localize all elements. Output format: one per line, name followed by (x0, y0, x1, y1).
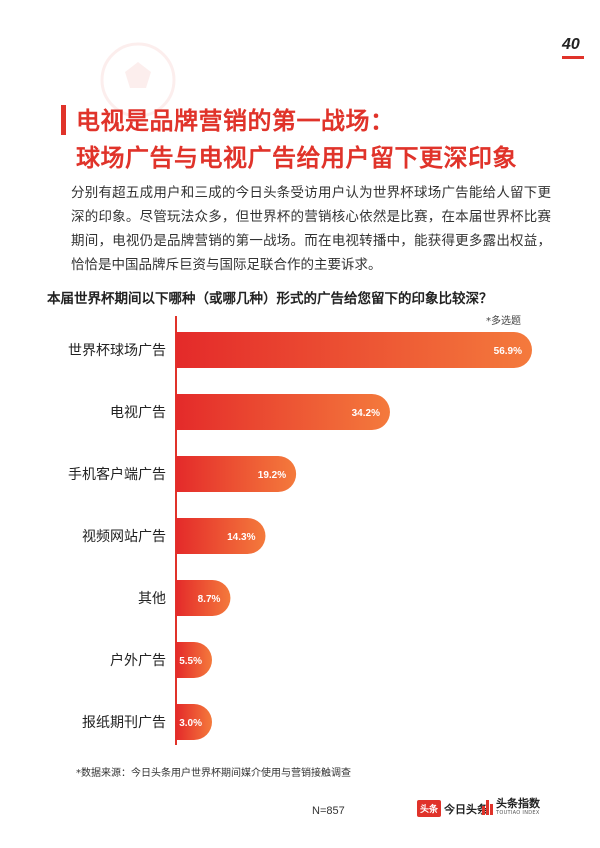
category-label-3: 视频网站广告 (82, 529, 166, 545)
value-label-3: 14.3% (227, 532, 255, 543)
value-label-6: 3.0% (179, 718, 202, 729)
value-label-4: 8.7% (198, 594, 221, 605)
bar-3 (176, 518, 266, 554)
chart-question: 本届世界杯期间以下哪种（或哪几种）形式的广告给您留下的印象比较深？ (47, 291, 493, 307)
page-number: 40 (562, 36, 580, 53)
soccer-ball-watermark-icon (100, 42, 176, 118)
toutiao-index-logo: 头条指数 TOUTIAO INDEX (482, 798, 540, 816)
toutiao-index-subtext: TOUTIAO INDEX (496, 810, 540, 816)
toutiao-logo: 头条 今日头条 (417, 800, 488, 817)
toutiao-index-bars-icon (482, 799, 493, 815)
value-label-5: 5.5% (179, 656, 202, 667)
category-label-5: 户外广告 (110, 652, 166, 669)
category-label-6: 报纸期刊广告 (82, 715, 166, 731)
bar-4 (176, 580, 231, 616)
title-accent-bar (61, 105, 66, 135)
multiple-choice-note: *多选题 (486, 316, 521, 327)
bar-2 (176, 456, 297, 492)
bar-0 (176, 332, 532, 368)
sample-size: N=857 (312, 805, 345, 817)
value-label-2: 19.2% (258, 470, 286, 481)
bar-5 (176, 642, 212, 678)
toutiao-index-text: 头条指数 (496, 797, 540, 810)
bar-1 (176, 394, 390, 430)
category-label-4: 其他 (138, 591, 166, 607)
page-title-line-1: 电视是品牌营销的第一战场： (76, 107, 395, 135)
category-label-2: 手机客户端广告 (68, 466, 166, 483)
toutiao-logo-text: 今日头条 (444, 802, 489, 816)
value-label-1: 34.2% (352, 408, 380, 419)
toutiao-logo-badge: 头条 (417, 800, 442, 817)
page-title-line-2: 球场广告与电视广告给用户留下更深印象 (76, 144, 517, 172)
bar-6 (176, 704, 212, 740)
category-label-1: 电视广告 (110, 405, 166, 421)
data-source: *数据来源：今日头条用户世界杯期间媒介使用与营销接触调查 (76, 768, 351, 779)
category-label-0: 世界杯球场广告 (68, 343, 166, 359)
value-label-0: 56.9% (494, 346, 522, 357)
page-number-underline (562, 56, 584, 59)
intro-paragraph: 分别有超五成用户和三成的今日头条受访用户认为世界杯球场广告能给人留下更深的印象。… (71, 185, 551, 273)
